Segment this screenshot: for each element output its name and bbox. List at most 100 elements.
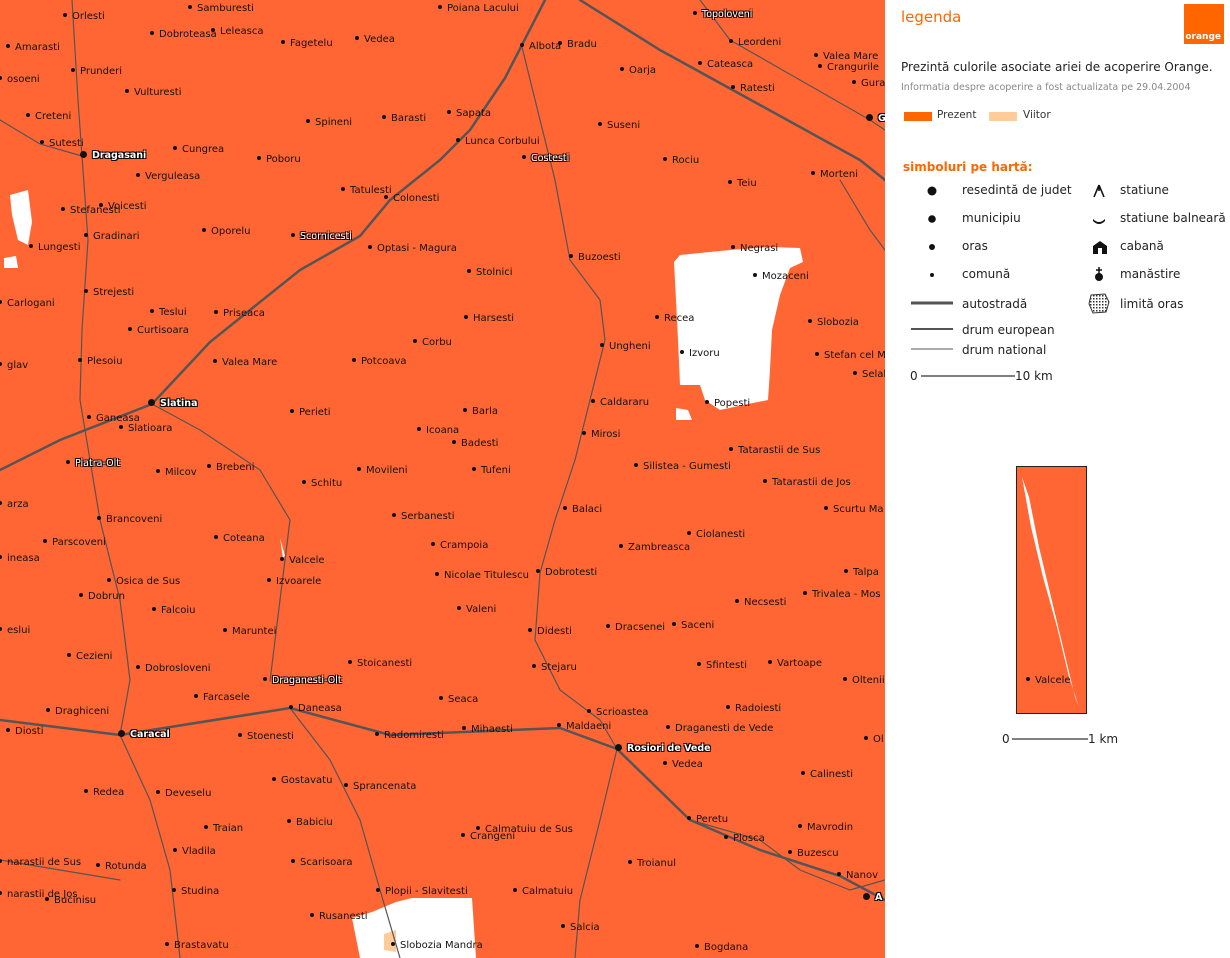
map-graphics (0, 0, 885, 958)
place-dot-icon (173, 848, 177, 852)
place-name: Scrioastea (596, 707, 649, 718)
euro-road-icon (911, 328, 953, 330)
place-dot-icon (263, 677, 267, 681)
place-dot-icon (194, 694, 198, 698)
place-dot-icon (726, 705, 730, 709)
place-label: Sfintesti (697, 660, 747, 672)
place-dot-icon (815, 352, 819, 356)
place-dot-icon (355, 36, 359, 40)
no-coverage-area-popesti (676, 408, 692, 420)
place-name: Optasi - Magura (377, 243, 457, 254)
place-name: Studina (181, 886, 220, 897)
place-dot-icon (522, 155, 526, 159)
national-road-west (0, 119, 83, 157)
place-dot-icon (528, 628, 532, 632)
place-name: Izvoru (689, 348, 720, 359)
place-dot-icon (814, 53, 818, 57)
place-label: Salcia (561, 922, 600, 934)
place-dot-icon (344, 783, 348, 787)
place-label: Stoenesti (238, 731, 294, 743)
place-dot-icon (107, 578, 111, 582)
place-name: Suseni (607, 120, 641, 131)
place-dot-icon (463, 408, 467, 412)
city-limit-icon (1088, 293, 1110, 314)
place-dot-icon (808, 319, 812, 323)
valcele-inset-map[interactable]: Valcele (1016, 466, 1087, 714)
place-name: Caldararu (600, 397, 650, 408)
place-name: Gradinari (93, 231, 140, 242)
place-name: Voicesti (108, 201, 147, 212)
place-label: Stejaru (532, 662, 577, 674)
symbol-commune: comună (962, 267, 1011, 281)
place-dot-icon (352, 358, 356, 362)
place-label: Ol (864, 734, 884, 746)
place-label: Suseni (598, 120, 640, 132)
place-name: Stefanesti (70, 205, 121, 216)
national-road-olt (71, 0, 181, 958)
place-label: Osica de Sus (107, 576, 180, 588)
place-dot-icon (87, 415, 91, 419)
place-name: Necsesti (744, 597, 787, 608)
place-label: Nicolae Titulescu (435, 570, 529, 582)
place-label: Poiana Lacului (438, 3, 519, 15)
place-name: Bucinisu (54, 895, 97, 906)
place-dot-icon (84, 233, 88, 237)
place-name: Calmatuiu (522, 886, 574, 897)
place-label: Corbu (413, 337, 452, 349)
place-dot-icon (0, 555, 2, 559)
place-name: Redea (93, 787, 125, 798)
place-name: Mihaesti (471, 724, 513, 735)
symbols-title: simboluri pe hartă: (903, 160, 1033, 174)
place-dot-icon (695, 944, 699, 948)
symbol-county-seat: resedintă de judet (962, 183, 1072, 197)
place-label: Traian (204, 823, 243, 835)
place-label: Maruntei (223, 626, 276, 638)
coverage-map[interactable]: Orlesti Samburesti Poiana Lacului Topoloven… (0, 0, 885, 958)
symbol-resort: statiune (1120, 183, 1169, 197)
place-dot-icon (214, 535, 218, 539)
place-name: Rotunda (105, 861, 147, 872)
symbol-city-limit: limită oras (1120, 297, 1184, 311)
place-name: Oltenii (852, 675, 885, 686)
place-name: Bogdana (704, 942, 749, 953)
place-name: Valea Mare (823, 51, 879, 62)
place-dot-icon (26, 113, 30, 117)
place-name: Bradu (567, 39, 597, 50)
place-dot-icon (417, 427, 421, 431)
place-label: Mirosi (582, 429, 620, 441)
place-label: Leordeni (729, 37, 781, 49)
place-name: Cateasca (707, 59, 754, 70)
place-dot-icon (464, 315, 468, 319)
place-name: Samburesti (197, 3, 254, 14)
place-name: Prunderi (80, 66, 123, 77)
place-dot-icon (837, 872, 841, 876)
national-road-east (839, 179, 885, 251)
place-dot-icon (457, 606, 461, 610)
place-name: Brastavatu (174, 940, 229, 951)
place-dot-icon (188, 5, 192, 9)
place-name: Barla (472, 406, 499, 417)
place-label: Mihaesti (462, 724, 513, 736)
scale-end: 10 km (1015, 369, 1053, 383)
place-dot-icon (272, 777, 276, 781)
symbol-euro-road: drum european (962, 323, 1055, 337)
place-name: Priseaca (223, 308, 265, 319)
place-name: Curtisoara (137, 325, 189, 336)
place-dot-icon (1026, 677, 1030, 681)
place-dot-icon (148, 398, 155, 406)
place-dot-icon (591, 399, 595, 403)
place-label: Gura (852, 78, 885, 90)
place-name: Sprancenata (353, 781, 417, 792)
scale-bar (921, 375, 1015, 377)
place-name: Colonesti (393, 193, 440, 204)
place-label: Leleasca (211, 26, 263, 38)
place-label: eslui (0, 625, 30, 637)
place-label: Negrasi (731, 243, 778, 255)
place-label: Bradu (558, 39, 597, 51)
place-dot-icon (697, 662, 701, 666)
place-name: Dracsenei (615, 622, 666, 633)
place-dot-icon (382, 115, 386, 119)
resort-icon (1093, 184, 1105, 198)
place-name: Buzoesti (578, 252, 621, 263)
national-road-icon (911, 348, 953, 350)
